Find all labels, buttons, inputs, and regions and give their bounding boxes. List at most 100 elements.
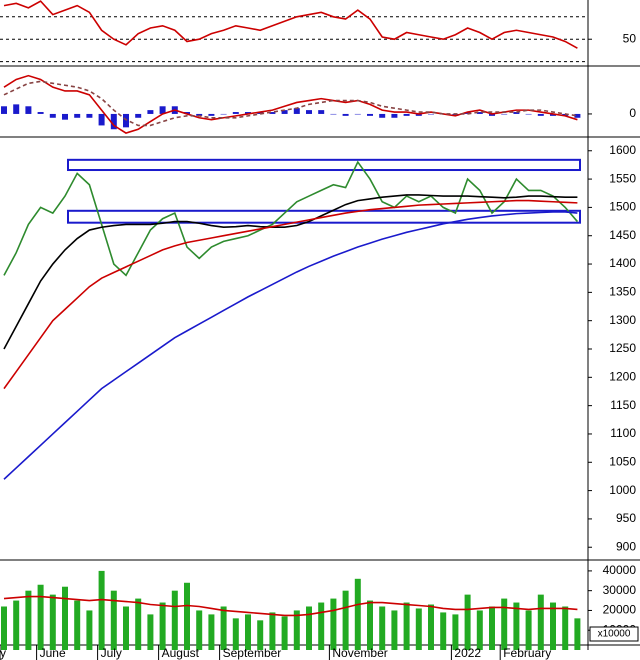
bar — [501, 113, 508, 115]
bar — [98, 113, 105, 126]
bar — [306, 110, 312, 114]
series-line — [3, 74, 578, 134]
bar — [379, 113, 386, 118]
bar — [476, 112, 483, 114]
bar — [25, 106, 32, 114]
bar — [379, 606, 386, 650]
bar — [86, 113, 93, 118]
bar — [171, 590, 178, 650]
bar — [464, 594, 471, 650]
y-tick-label: 1600 — [609, 143, 636, 157]
series-line — [3, 211, 578, 480]
bar — [220, 606, 227, 650]
bar — [537, 594, 544, 650]
y-tick-label: 1350 — [609, 285, 636, 299]
y-tick-label: 950 — [616, 511, 636, 525]
bar — [330, 598, 337, 650]
bar — [403, 113, 410, 116]
bar — [110, 113, 117, 130]
bar — [159, 602, 166, 650]
bar — [513, 112, 520, 114]
bar — [403, 602, 410, 650]
series-line — [3, 80, 578, 127]
y-tick-label: 1200 — [609, 369, 636, 383]
y-tick-label: 1400 — [609, 256, 636, 270]
bar — [159, 106, 166, 114]
bar — [208, 614, 215, 650]
y-tick-label: 0 — [629, 106, 636, 120]
bar — [464, 112, 471, 114]
unit-box — [589, 626, 639, 642]
x-tick-label: June — [40, 646, 66, 660]
bar — [184, 582, 190, 650]
bar — [476, 610, 483, 650]
bar — [62, 586, 68, 650]
bar — [293, 610, 300, 650]
y-tick-label: 1000 — [609, 483, 636, 497]
bar — [1, 106, 7, 114]
unit-label: x10000 — [598, 629, 631, 640]
bar — [220, 113, 227, 115]
x-tick-label: February — [503, 646, 551, 660]
bar — [110, 590, 117, 650]
series-line — [3, 0, 578, 49]
bar — [98, 570, 105, 650]
y-tick-label: 1250 — [609, 341, 636, 355]
bar — [269, 612, 276, 650]
bar — [440, 612, 447, 650]
bar — [147, 614, 154, 650]
bar — [135, 113, 142, 118]
bar — [318, 602, 325, 650]
bar — [489, 606, 495, 650]
bar — [525, 610, 532, 650]
bar — [74, 600, 81, 650]
bar — [184, 112, 190, 114]
bar — [501, 598, 508, 650]
bar — [537, 113, 544, 116]
bar — [269, 112, 276, 114]
y-tick-label: 50 — [623, 31, 637, 45]
bar — [49, 594, 56, 650]
bar — [123, 606, 129, 650]
bar — [562, 113, 569, 116]
x-tick-label: November — [332, 646, 387, 660]
y-tick-label: 1450 — [609, 228, 636, 242]
bar — [74, 113, 81, 118]
bar — [415, 608, 422, 650]
bar — [196, 610, 203, 650]
bar — [318, 110, 325, 114]
bar — [452, 113, 459, 116]
bar — [49, 113, 56, 118]
y-tick-label: 20000 — [603, 603, 637, 617]
bar — [306, 606, 312, 650]
bar — [367, 113, 373, 116]
bar — [147, 110, 154, 114]
bar — [525, 113, 532, 115]
y-tick-label: 1150 — [610, 398, 636, 412]
bar — [62, 113, 68, 120]
x-tick-label: 2022 — [454, 646, 481, 660]
series-line — [3, 194, 578, 350]
bar — [342, 113, 349, 116]
bar — [257, 620, 264, 650]
bar — [562, 606, 569, 650]
y-tick-label: 1050 — [609, 454, 636, 468]
bar — [13, 104, 20, 114]
y-tick-label: 40000 — [603, 563, 637, 577]
y-tick-label: 1300 — [609, 313, 636, 327]
series-line — [3, 199, 578, 390]
bar — [550, 602, 556, 650]
bar — [232, 112, 239, 114]
y-tick-label: 1100 — [610, 426, 636, 440]
x-tick-label: July — [101, 646, 122, 660]
bar — [391, 610, 398, 650]
bar — [208, 113, 215, 116]
bar — [86, 610, 93, 650]
bar — [489, 113, 495, 116]
bar — [415, 113, 422, 116]
bar — [574, 618, 581, 650]
bar — [354, 578, 361, 650]
bar — [281, 616, 288, 650]
